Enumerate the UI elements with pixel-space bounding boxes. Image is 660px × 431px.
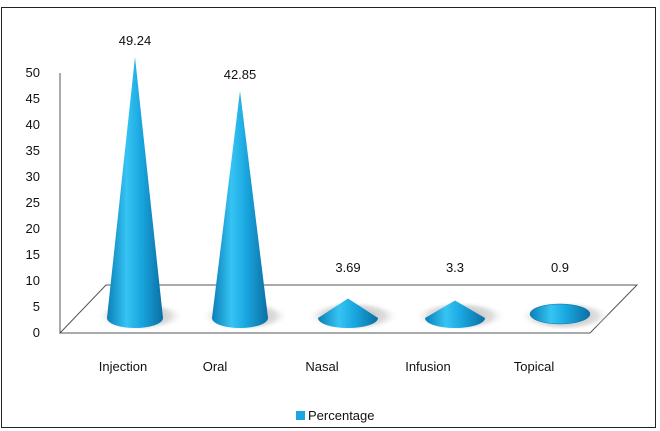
category-label: Injection [99, 359, 147, 374]
cone-body [107, 57, 163, 328]
data-label: 49.24 [119, 33, 152, 48]
y-tick-label: 45 [26, 91, 40, 106]
category-labels: Injection Oral Nasal Infusion Topical [99, 359, 555, 374]
legend: Percentage [296, 408, 375, 423]
y-tick-label: 0 [33, 325, 40, 340]
cone-body [529, 303, 591, 325]
cone-body [318, 298, 378, 328]
legend-swatch [296, 411, 305, 420]
y-tick-label: 15 [26, 247, 40, 262]
data-label: 42.85 [224, 67, 257, 82]
y-tick-label: 25 [26, 195, 40, 210]
cone-bar [212, 90, 268, 329]
y-tick-label: 5 [33, 299, 40, 314]
y-tick-label: 20 [26, 221, 40, 236]
y-tick-label: 40 [26, 117, 40, 132]
cone-body [212, 90, 268, 329]
y-tick-label: 35 [26, 143, 40, 158]
cone-bar [318, 298, 378, 328]
cone-bar [529, 303, 591, 325]
data-label: 0.9 [551, 260, 569, 275]
data-label: 3.3 [446, 260, 464, 275]
legend-label: Percentage [308, 408, 375, 423]
data-label: 3.69 [335, 260, 360, 275]
cone-bar [107, 57, 163, 328]
chart-frame [1, 7, 656, 428]
cone-body [425, 300, 485, 328]
y-axis-ticks: 0 5 10 15 20 25 30 35 40 45 50 [26, 65, 40, 340]
category-label: Infusion [405, 359, 451, 374]
cones [107, 57, 591, 329]
y-tick-label: 50 [26, 65, 40, 80]
data-labels: 49.24 42.85 3.69 3.3 0.9 [119, 33, 569, 275]
category-label: Topical [514, 359, 555, 374]
cone-bar [425, 300, 485, 328]
y-tick-label: 30 [26, 169, 40, 184]
y-tick-label: 10 [26, 273, 40, 288]
category-label: Nasal [305, 359, 338, 374]
category-label: Oral [203, 359, 228, 374]
